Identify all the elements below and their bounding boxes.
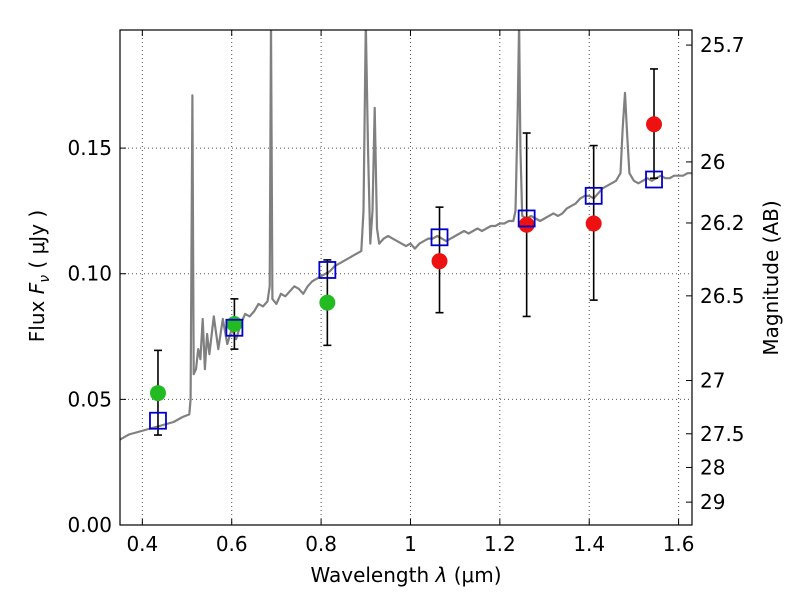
model-photometry-point: [149, 411, 167, 430]
magnitude-tick-label: 28: [700, 455, 725, 479]
observed-point: [149, 385, 166, 402]
model-photometry-point: [517, 209, 536, 228]
model-photometry-point: [645, 170, 663, 189]
spectrum-line: [120, 30, 692, 441]
magnitude-axis-label: Magnitude (AB): [759, 200, 783, 355]
plot-frame: [119, 29, 693, 526]
observed-point: [319, 294, 336, 311]
model-photometry-point: [584, 186, 603, 205]
magnitude-tick-label: 26.2: [700, 211, 745, 235]
photometry-points: [149, 68, 663, 436]
magnitude-tick-label: 29: [700, 490, 725, 514]
x-tick-label: 0.8: [305, 532, 337, 556]
x-tick-label: 1.6: [663, 532, 695, 556]
x-axis-label: Wavelength λ (μm): [310, 563, 501, 587]
observed-point: [431, 253, 448, 270]
x-tick-label: 1.2: [484, 532, 516, 556]
magnitude-tick-label: 25.7: [700, 33, 745, 57]
x-tick-label: 1: [404, 532, 417, 556]
model-spectrum: [120, 30, 692, 441]
y-tick-label: 0.00: [67, 513, 112, 537]
y-tick-label: 0.10: [67, 262, 112, 286]
x-tick-label: 0.4: [126, 532, 158, 556]
y-tick-label: 0.15: [67, 136, 112, 160]
model-photometry-point: [318, 261, 337, 279]
model-photometry-point: [430, 228, 449, 247]
observed-point: [585, 215, 602, 232]
axis-ticks: 0.4 0.6 0.8 1 1.2 1.4 1.6 0.00 0.05 0.10 0.15 25.7 2…: [67, 30, 745, 556]
observed-point: [518, 216, 535, 233]
y-tick-label: 0.05: [67, 387, 112, 411]
grid-lines: [120, 30, 692, 525]
x-tick-label: 1.4: [573, 532, 605, 556]
y-axis-label: Flux Fν ( μJy ): [25, 210, 53, 342]
observed-point: [646, 116, 663, 133]
magnitude-tick-label: 26.5: [700, 284, 745, 308]
magnitude-tick-label: 27.5: [700, 422, 745, 446]
observed-point: [226, 315, 243, 332]
magnitude-tick-label: 26: [700, 150, 725, 174]
model-photometry-point: [225, 318, 244, 337]
magnitude-tick-label: 27: [700, 369, 725, 393]
x-tick-label: 0.6: [216, 532, 248, 556]
